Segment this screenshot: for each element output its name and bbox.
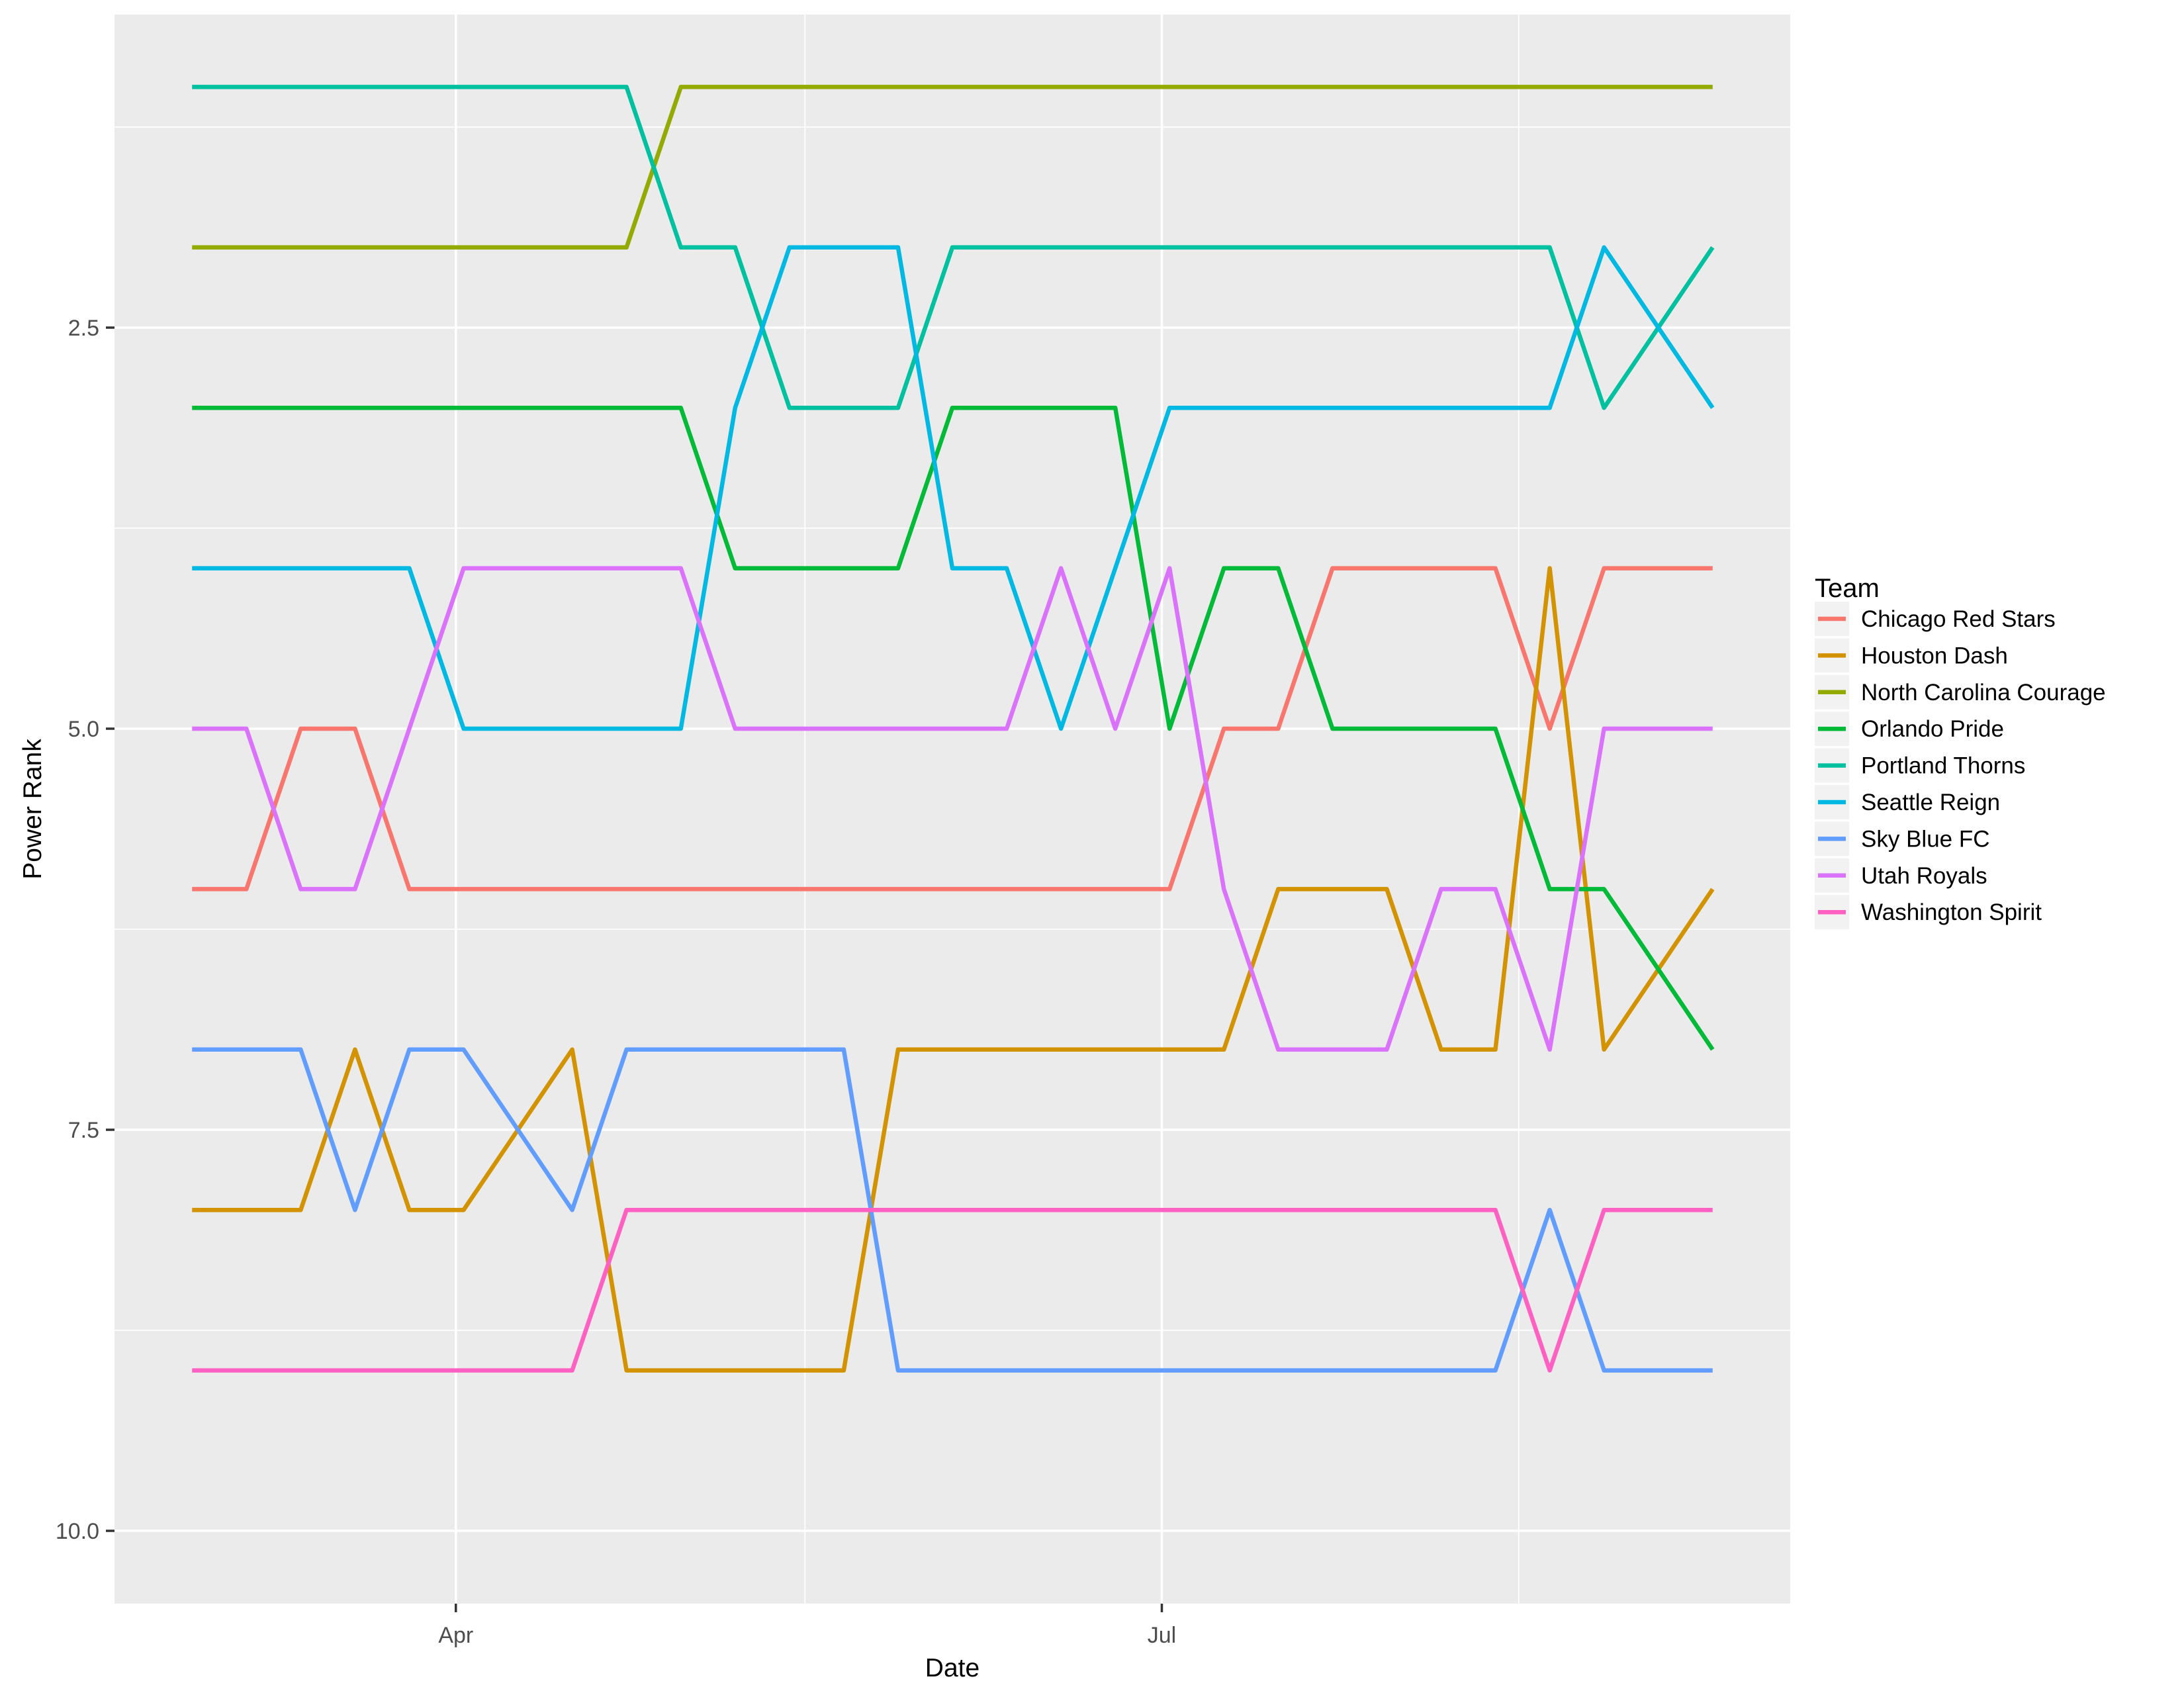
line-north-carolina-courage xyxy=(192,85,1713,250)
line-seattle-reign xyxy=(192,245,1715,731)
x-axis-title: Date xyxy=(925,1654,979,1682)
line-washington-spirit xyxy=(192,1207,1713,1373)
legend-label-chicago-red-stars: Chicago Red Stars xyxy=(1861,606,2056,632)
legend-label-houston-dash: Houston Dash xyxy=(1861,643,2008,668)
y-tick-label-2-5: 2.5 xyxy=(68,316,99,341)
line-portland-thorns xyxy=(192,85,1715,410)
line-sky-blue-fc xyxy=(192,1047,1713,1373)
line-utah-royals xyxy=(192,566,1713,1052)
y-tick-label-10-0: 10.0 xyxy=(56,1519,99,1544)
plot-panel xyxy=(114,15,1790,1604)
line-chicago-red-stars xyxy=(192,566,1713,891)
y-tick-label-7-5: 7.5 xyxy=(68,1118,99,1143)
legend-label-seattle-reign: Seattle Reign xyxy=(1861,790,2000,815)
legend-label-washington-spirit: Washington Spirit xyxy=(1861,899,2042,925)
legend-label-portland-thorns: Portland Thorns xyxy=(1861,753,2025,779)
x-tick-label-apr: Apr xyxy=(438,1623,473,1648)
legend-label-sky-blue-fc: Sky Blue FC xyxy=(1861,826,1990,852)
legend-label-north-carolina-courage: North Carolina Courage xyxy=(1861,680,2106,706)
legend-label-utah-royals: Utah Royals xyxy=(1861,863,1987,889)
x-tick-label-jul: Jul xyxy=(1148,1623,1176,1648)
line-houston-dash xyxy=(192,566,1715,1373)
y-tick-label-5-0: 5.0 xyxy=(68,717,99,742)
line-orlando-pride xyxy=(192,405,1715,1051)
legend-label-orlando-pride: Orlando Pride xyxy=(1861,716,2004,742)
legend-title: Team xyxy=(1815,574,1880,603)
y-axis-title: Power Rank xyxy=(19,739,47,880)
